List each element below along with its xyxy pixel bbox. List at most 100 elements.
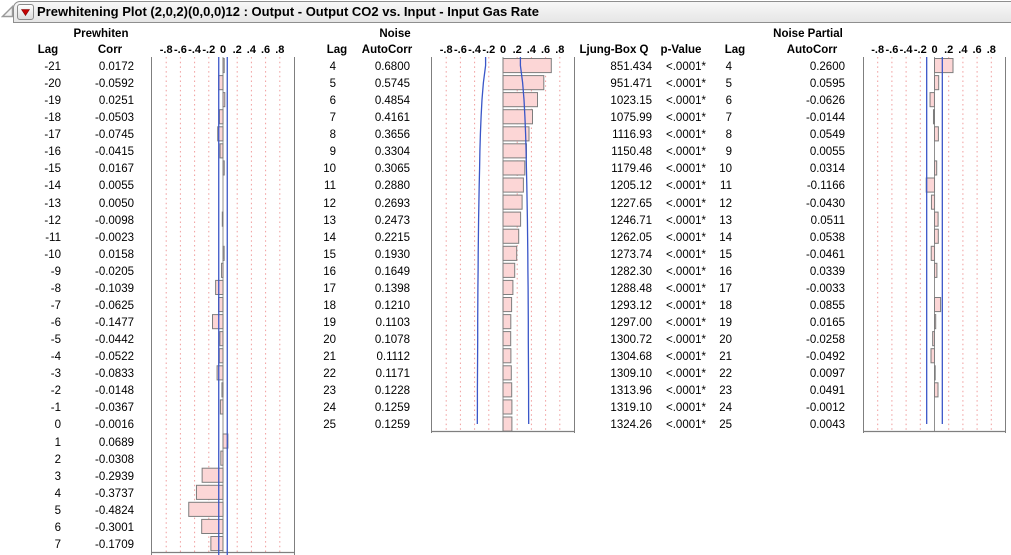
prewhiten-corr-chart[interactable] [151,57,295,555]
lag-bar[interactable] [934,262,938,278]
axis-tick-label: -.2 [202,44,216,56]
prewhiten-corr-cell: 0.0055 [98,180,134,193]
prewhiten-lag-cell: 2 [54,453,61,466]
lag-bar[interactable] [502,245,518,261]
lag-bar[interactable] [218,109,224,125]
lag-bar[interactable] [934,75,940,91]
lag-bar[interactable] [222,160,225,176]
noise-autocorr-chart[interactable] [431,57,575,433]
lag-bar[interactable] [502,143,527,159]
ljung-box-q-cell: 1293.12 [610,299,652,312]
lag-bar[interactable] [222,245,225,261]
lag-bar[interactable] [502,399,513,415]
lag-bar[interactable] [502,58,552,74]
lag-bar[interactable] [934,126,939,142]
lag-bar[interactable] [222,92,226,108]
lag-bar[interactable] [219,399,224,415]
lag-bar[interactable] [222,58,225,74]
lag-bar[interactable] [934,160,938,176]
lag-bar[interactable] [188,501,224,517]
noise-partial-lag-cell: 8 [725,129,732,142]
prewhiten-lag-cell: 0 [54,419,61,432]
red-triangle-menu-button[interactable] [17,4,34,20]
lag-bar[interactable] [502,382,513,398]
confidence-curve [519,57,530,425]
lag-bar[interactable] [502,314,512,330]
noise-autocorr-cell: 0.2215 [374,231,410,244]
lag-bar[interactable] [934,314,937,330]
prewhiten-lag-cell: -5 [50,334,61,347]
lag-bar[interactable] [502,365,512,381]
noise-partial-autocorr-chart[interactable] [863,57,1006,433]
p-value-cell: <.0001* [666,95,706,108]
lag-bar[interactable] [502,92,538,108]
lag-bar[interactable] [934,228,939,244]
noise-autocorr-cell: 0.1103 [375,317,410,330]
prewhiten-corr-cell: -0.0023 [94,231,134,244]
lag-bar[interactable] [502,262,516,278]
lag-bar[interactable] [934,382,939,398]
lag-bar[interactable] [934,58,954,74]
lag-bar[interactable] [934,211,939,227]
prewhiten-lag-cell: -1 [50,402,61,415]
lag-bar[interactable] [930,194,936,210]
lag-bar[interactable] [221,262,224,278]
lag-bar[interactable] [210,536,224,552]
lag-bar[interactable] [221,382,224,398]
prewhiten-group-header: Prewhiten [73,28,129,40]
noise-lag-cell: 14 [323,231,336,244]
prewhiten-corr-cell: -0.0308 [94,453,134,466]
lag-bar[interactable] [930,348,936,364]
lag-bar[interactable] [201,518,224,534]
red-triangle-icon [21,8,30,16]
lag-bar[interactable] [932,109,935,125]
prewhiten-lag-cell: 4 [54,487,61,500]
noise-partial-autocorr-cell: -0.0012 [805,402,845,415]
lag-bar[interactable] [502,297,513,313]
lag-bar[interactable] [220,450,224,466]
lag-bar[interactable] [502,160,526,176]
lag-bar[interactable] [932,331,935,347]
lag-bar[interactable] [217,126,224,142]
noise-lag-cell: 13 [323,214,336,227]
lag-bar[interactable] [502,416,513,432]
lag-bar[interactable] [502,177,524,193]
lag-bar[interactable] [216,365,224,381]
lag-bar[interactable] [502,126,530,142]
lag-bar[interactable] [925,177,936,193]
lag-bar[interactable] [218,75,224,91]
lag-bar[interactable] [502,211,522,227]
prewhiten-lag-cell: -4 [50,351,61,364]
prewhiten-corr-cell: -0.4824 [94,504,134,517]
lag-bar[interactable] [930,245,936,261]
lag-bar[interactable] [219,331,224,347]
noise-autocorr-cell: 0.3304 [374,146,410,159]
lag-bar[interactable] [212,314,224,330]
prewhiten-lag-cell: -21 [44,61,61,73]
lag-bar[interactable] [929,92,935,108]
axis-tick-label: -.4 [899,44,913,56]
noise-partial-autocorr-cell: 0.0043 [809,419,845,432]
noise-partial-lag-cell: 14 [719,231,732,244]
prewhiten-lag-cell: 5 [54,504,61,517]
prewhiten-lag-cell: -18 [44,112,61,125]
p-value-cell: <.0001* [666,265,706,278]
outline-disclosure-icon[interactable] [1,5,14,18]
prewhiten-corr-cell: -0.0098 [94,214,134,227]
lag-bar[interactable] [934,297,942,313]
lag-bar[interactable] [221,211,224,227]
lag-bar[interactable] [502,194,523,210]
lag-bar[interactable] [195,484,224,500]
lag-bar[interactable] [934,365,936,381]
lag-bar[interactable] [502,109,533,125]
ljung-box-q-cell: 1179.46 [611,163,652,176]
lag-bar[interactable] [502,228,520,244]
lag-bar[interactable] [502,348,512,364]
lag-bar[interactable] [502,331,512,347]
noise-lag-cell: 15 [323,248,336,261]
lag-bar[interactable] [219,143,224,159]
prewhiten-lag-cell: -8 [50,282,61,295]
lag-bar[interactable] [218,348,224,364]
lag-bar[interactable] [502,279,514,295]
lag-bar[interactable] [201,467,224,483]
